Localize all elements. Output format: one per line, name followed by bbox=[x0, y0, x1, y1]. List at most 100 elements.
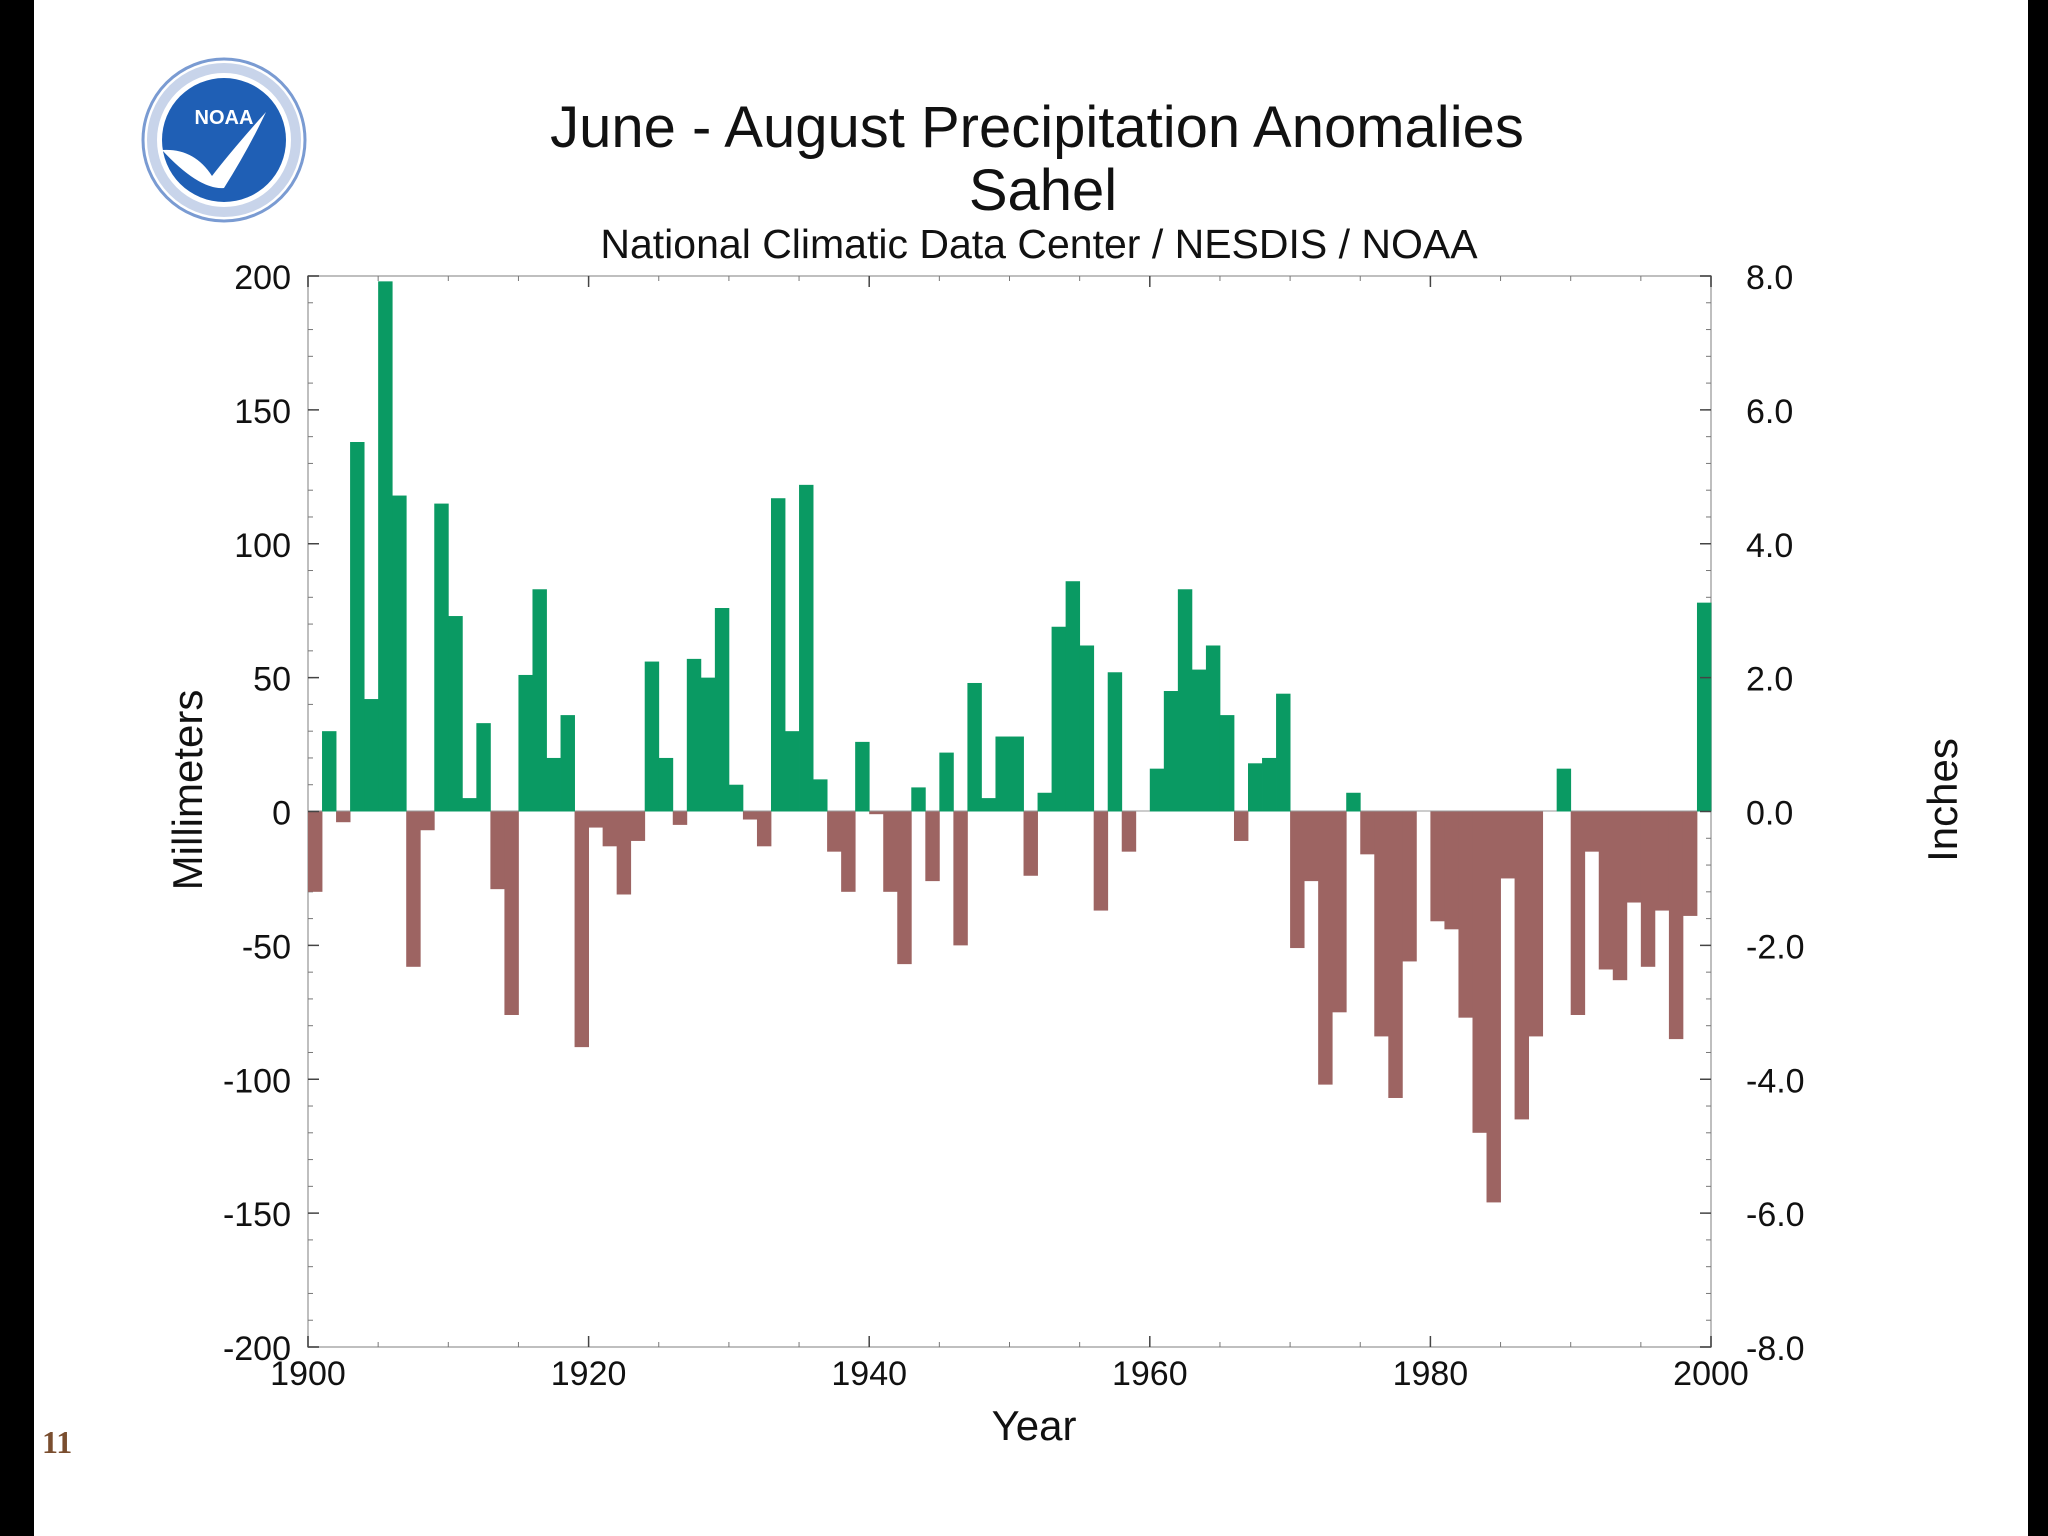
x-tick-label: 1980 bbox=[1393, 1355, 1469, 1393]
bar-1999 bbox=[1696, 602, 1712, 812]
x-tick-labels: 1900 1920 1940 1960 1980 2000 bbox=[270, 1355, 1749, 1393]
y-axis-right-title: Inches bbox=[1919, 738, 1966, 862]
bar-1966 bbox=[1233, 811, 1249, 841]
bar-1930 bbox=[728, 784, 744, 812]
bar-1939 bbox=[855, 741, 870, 812]
bar-1911 bbox=[462, 798, 477, 812]
bar-1905 bbox=[378, 281, 393, 812]
y-tick-label: 150 bbox=[234, 393, 291, 431]
bar-1953 bbox=[1051, 626, 1067, 812]
bar-1952 bbox=[1037, 792, 1052, 812]
bar-1961 bbox=[1163, 691, 1179, 812]
bar-1934 bbox=[785, 731, 800, 812]
y-tick-label: -150 bbox=[223, 1196, 291, 1234]
bar-1926 bbox=[672, 811, 688, 825]
page-number: 11 bbox=[42, 1424, 73, 1460]
bar-1912 bbox=[476, 723, 491, 812]
bar-1938 bbox=[841, 811, 856, 892]
bars-group bbox=[308, 281, 1712, 1203]
bar-1947 bbox=[967, 682, 982, 812]
bar-1992 bbox=[1598, 811, 1614, 970]
noaa-logo-text: NOAA bbox=[195, 107, 254, 129]
y-axis-title: Millimeters bbox=[164, 690, 211, 891]
bar-1949 bbox=[995, 736, 1010, 812]
bar-1916 bbox=[532, 589, 547, 812]
bar-1914 bbox=[504, 811, 519, 1015]
bar-1973 bbox=[1332, 811, 1347, 1013]
bar-1948 bbox=[981, 798, 996, 812]
bar-1960 bbox=[1149, 768, 1165, 812]
y-right-tick-label: -4.0 bbox=[1746, 1062, 1805, 1100]
bar-1943 bbox=[911, 787, 926, 812]
bar-1902 bbox=[336, 811, 351, 823]
bar-1921 bbox=[602, 811, 618, 847]
bar-1907 bbox=[406, 811, 421, 967]
bar-1987 bbox=[1528, 811, 1544, 1037]
bar-1931 bbox=[742, 811, 758, 820]
bar-1978 bbox=[1402, 811, 1417, 962]
bar-1919 bbox=[574, 811, 589, 1048]
bar-1996 bbox=[1654, 811, 1670, 911]
x-axis-title: Year bbox=[992, 1402, 1077, 1449]
bar-1962 bbox=[1177, 589, 1193, 812]
bar-1922 bbox=[616, 811, 632, 895]
bar-1945 bbox=[939, 752, 954, 812]
bar-1913 bbox=[490, 811, 505, 890]
bar-1965 bbox=[1219, 715, 1235, 812]
precipitation-chart: NOAA June - August Precipitation Anomali… bbox=[141, 57, 1966, 1449]
bar-1970 bbox=[1290, 811, 1305, 949]
chart-subtitle-region: Sahel bbox=[969, 158, 1117, 223]
bar-1927 bbox=[686, 658, 702, 812]
y-right-tick-label: 6.0 bbox=[1746, 393, 1793, 431]
bar-1982 bbox=[1458, 811, 1473, 1018]
bar-1940 bbox=[869, 811, 884, 815]
bar-1975 bbox=[1360, 811, 1375, 855]
y-right-tick-label: -8.0 bbox=[1746, 1330, 1805, 1368]
slide: NOAA June - August Precipitation Anomali… bbox=[34, 0, 2028, 1536]
bar-1977 bbox=[1388, 811, 1403, 1098]
bar-1956 bbox=[1093, 811, 1109, 911]
y-tick-labels: 200 150 100 50 0 -50 -100 -150 -200 bbox=[223, 259, 291, 1368]
bar-1997 bbox=[1668, 811, 1684, 1040]
bar-1993 bbox=[1612, 811, 1628, 981]
bar-1944 bbox=[925, 811, 940, 882]
bar-1994 bbox=[1626, 811, 1642, 903]
bar-1955 bbox=[1079, 645, 1095, 812]
bar-1917 bbox=[546, 757, 561, 812]
x-tick-label: 1940 bbox=[831, 1355, 907, 1393]
bar-1901 bbox=[322, 731, 337, 812]
bar-1969 bbox=[1276, 693, 1291, 812]
bar-1946 bbox=[953, 811, 968, 946]
y-right-tick-label: -6.0 bbox=[1746, 1196, 1805, 1234]
bar-1924 bbox=[644, 661, 660, 812]
y-tick-label: -200 bbox=[223, 1330, 291, 1368]
y-right-tick-label: 2.0 bbox=[1746, 661, 1793, 699]
bar-1925 bbox=[658, 757, 674, 812]
bar-1950 bbox=[1009, 736, 1024, 812]
bar-1998 bbox=[1682, 811, 1698, 916]
bar-1967 bbox=[1248, 763, 1263, 812]
bar-1972 bbox=[1318, 811, 1333, 1085]
bar-1958 bbox=[1121, 811, 1137, 852]
bar-1980 bbox=[1430, 811, 1445, 922]
x-tick-label: 2000 bbox=[1673, 1355, 1749, 1393]
x-tick-label: 1900 bbox=[270, 1355, 346, 1393]
bar-1941 bbox=[883, 811, 898, 892]
bar-1974 bbox=[1346, 792, 1361, 812]
x-tick-label: 1960 bbox=[1112, 1355, 1188, 1393]
bar-1981 bbox=[1444, 811, 1459, 930]
bar-1935 bbox=[799, 484, 814, 812]
bar-1954 bbox=[1065, 581, 1081, 812]
bar-1933 bbox=[770, 498, 786, 812]
bar-1920 bbox=[588, 811, 604, 828]
major-ticks bbox=[307, 275, 1712, 1348]
y-tick-label: 50 bbox=[253, 661, 291, 699]
y-right-tick-label: -2.0 bbox=[1746, 928, 1805, 966]
bar-1968 bbox=[1262, 757, 1277, 812]
chart-title: June - August Precipitation Anomalies bbox=[550, 95, 1524, 160]
x-tick-label: 1920 bbox=[551, 1355, 627, 1393]
bar-1937 bbox=[827, 811, 842, 852]
bar-1985 bbox=[1500, 811, 1515, 879]
y-right-tick-label: 4.0 bbox=[1746, 527, 1793, 565]
bar-1984 bbox=[1486, 811, 1501, 1203]
